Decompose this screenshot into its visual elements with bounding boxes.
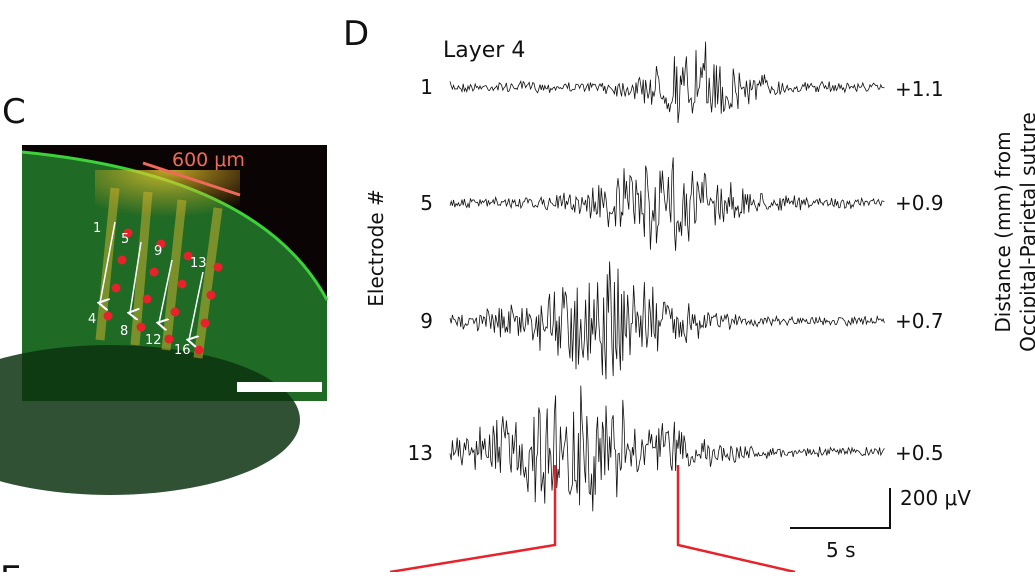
- right-axis-label-line2: Occipital-Parietal suture: [1016, 112, 1035, 352]
- distance-label: +0.9: [895, 191, 944, 215]
- electrode-marker: [200, 318, 210, 328]
- electrode-arrows: [100, 221, 204, 340]
- arrow-icon: [100, 221, 116, 303]
- scale-bar: 200 μV 5 s: [790, 486, 971, 562]
- electrode-label: 13: [190, 256, 207, 271]
- scale-line-600um: [142, 161, 241, 197]
- arrow-icon: [130, 241, 142, 313]
- electrode-label: 16: [174, 343, 191, 358]
- trace-electrode-9: [449, 261, 885, 380]
- lfp-traces: [449, 41, 885, 512]
- panel-c-label: C: [2, 92, 26, 132]
- electrode-number: 5: [420, 191, 433, 215]
- distance-label: +0.7: [895, 309, 944, 333]
- trace-electrode-1: [449, 41, 885, 124]
- electrode-marker: [164, 334, 174, 344]
- arrow-icon: [159, 259, 173, 323]
- image-scale-bar: [237, 382, 322, 392]
- electrode-marker: [123, 228, 133, 238]
- electrode-number: 1: [420, 75, 433, 99]
- electrode-label: 9: [154, 244, 162, 259]
- electrode-number: 9: [420, 309, 433, 333]
- panel-d-label: D: [343, 14, 369, 54]
- electrode-marker: [117, 255, 127, 265]
- electrode-marker: [213, 262, 223, 272]
- electrode-marker: [156, 239, 166, 249]
- electrode-label: 4: [88, 312, 96, 327]
- electrode-marker: [142, 294, 152, 304]
- scale-bar-lines: [790, 488, 891, 529]
- electrode-marker: [149, 267, 159, 277]
- trace-electrode-5: [449, 157, 885, 251]
- arrow-icon: [189, 271, 204, 340]
- distance-label: +0.5: [895, 441, 944, 465]
- panel-d-title: Layer 4: [443, 38, 525, 63]
- electrode-marker: [183, 251, 193, 261]
- y-axis-label: Electrode #: [364, 189, 388, 306]
- electrode-marker: [177, 279, 187, 289]
- electrode-marker: [170, 307, 180, 317]
- scale-amplitude: 200 μV: [900, 486, 971, 510]
- electrode-label: 12: [145, 333, 162, 348]
- electrode-marker: [103, 311, 113, 321]
- scale-time: 5 s: [826, 538, 856, 562]
- electrode-marker: [111, 283, 121, 293]
- microscope-image: [0, 145, 329, 495]
- trace-electrode-13: [449, 385, 885, 512]
- electrode-markers: [103, 228, 223, 355]
- electrode-label: 1: [93, 221, 101, 236]
- electrode-marker: [206, 290, 216, 300]
- zoom-lines: [389, 465, 796, 574]
- electrode-marker: [194, 345, 204, 355]
- electrode-number: 13: [408, 441, 433, 465]
- electrode-marker: [136, 322, 146, 332]
- distance-label: +1.1: [895, 77, 944, 101]
- electrode-label: 8: [120, 324, 128, 339]
- electrode-label: 5: [121, 232, 129, 247]
- electrode-number-labels: 1 5 9 13 4 8 12 16: [88, 221, 207, 358]
- right-axis-label-line1: Distance (mm) from: [991, 131, 1015, 332]
- scale-text: 600 μm: [172, 149, 245, 171]
- panel-e-label: E: [0, 559, 21, 572]
